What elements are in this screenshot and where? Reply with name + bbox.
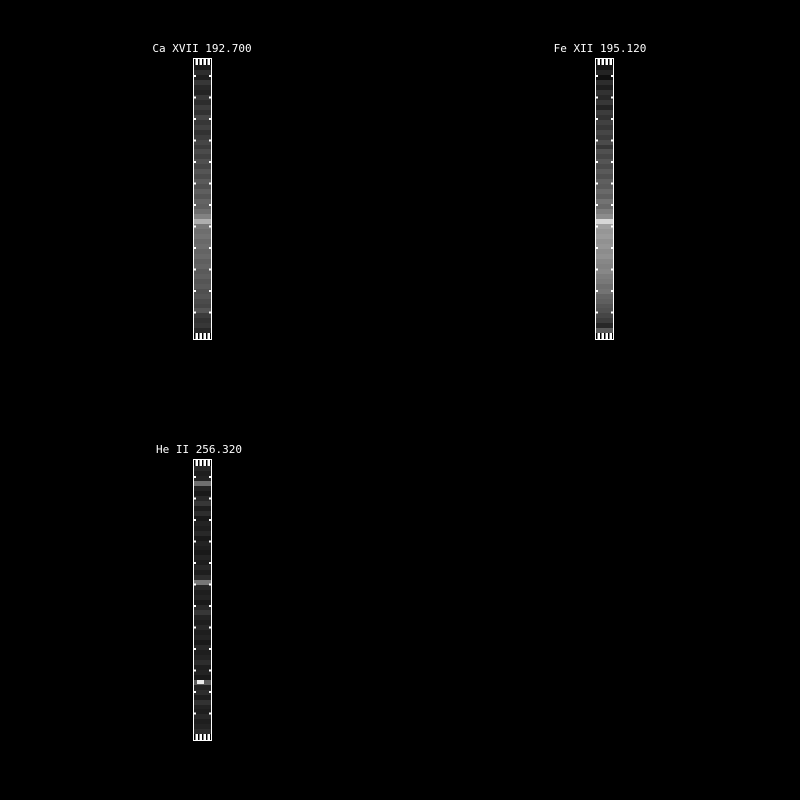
left-axis-ticks bbox=[194, 75, 196, 331]
spectral-strip-he-ii bbox=[193, 459, 212, 741]
strip-image-data bbox=[194, 466, 211, 735]
top-axis-ticks bbox=[194, 460, 211, 466]
top-axis-ticks bbox=[596, 59, 613, 65]
bright-spot bbox=[196, 679, 204, 685]
spectral-strip-fe-xii bbox=[595, 58, 614, 340]
strip-image-data bbox=[596, 65, 613, 334]
panel-title-he-ii: He II 256.320 bbox=[155, 443, 243, 456]
left-axis-ticks bbox=[596, 75, 598, 331]
right-axis-ticks bbox=[209, 476, 211, 732]
spectral-strip-ca-xvii bbox=[193, 58, 212, 340]
top-axis-ticks bbox=[194, 59, 211, 65]
strip-image-data bbox=[194, 65, 211, 334]
right-axis-ticks bbox=[209, 75, 211, 331]
bottom-axis-ticks bbox=[194, 734, 211, 740]
right-axis-ticks bbox=[611, 75, 613, 331]
left-axis-ticks bbox=[194, 476, 196, 732]
bottom-axis-ticks bbox=[194, 333, 211, 339]
panel-title-ca-xvii: Ca XVII 192.700 bbox=[152, 42, 252, 55]
bottom-axis-ticks bbox=[596, 333, 613, 339]
panel-title-fe-xii: Fe XII 195.120 bbox=[553, 42, 647, 55]
